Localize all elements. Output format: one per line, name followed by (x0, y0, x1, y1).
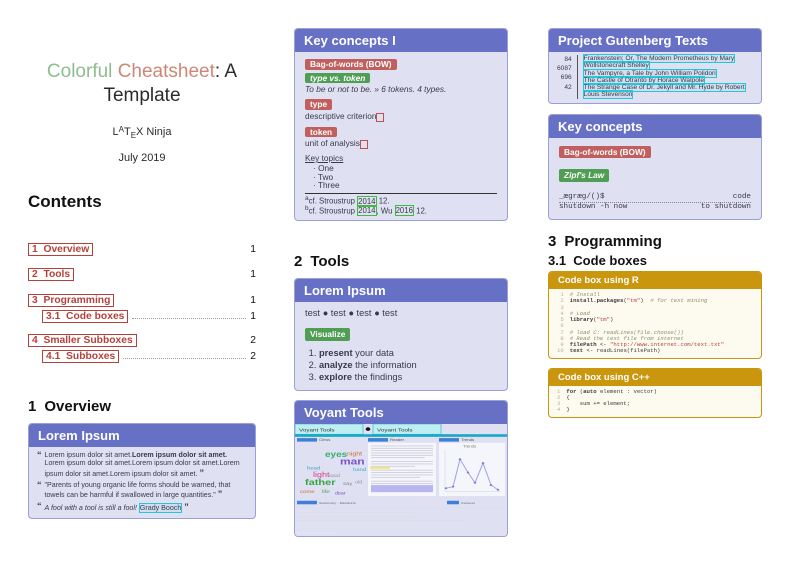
svg-text:Voyant Tools: Voyant Tools (377, 428, 413, 433)
svg-text:Cirrus: Cirrus (319, 438, 331, 441)
svg-text:old: old (355, 480, 363, 485)
svg-text:man: man (340, 457, 365, 467)
svg-text:life: life (322, 489, 330, 494)
svg-text:Voyant Tools: Voyant Tools (299, 428, 335, 433)
svg-text:father: father (305, 478, 336, 488)
svg-text:Trends: Trends (461, 438, 474, 441)
svg-text:come: come (300, 489, 315, 494)
svg-text:Context: Context (461, 501, 475, 504)
svg-text:say: say (343, 481, 353, 486)
svg-text:hand: hand (353, 467, 366, 472)
svg-text:Reader: Reader (390, 438, 405, 441)
svg-text:Trends: Trends (463, 445, 476, 448)
svg-text:Summary · Mentions: Summary · Mentions (319, 501, 356, 504)
svg-text:dear: dear (335, 491, 346, 496)
